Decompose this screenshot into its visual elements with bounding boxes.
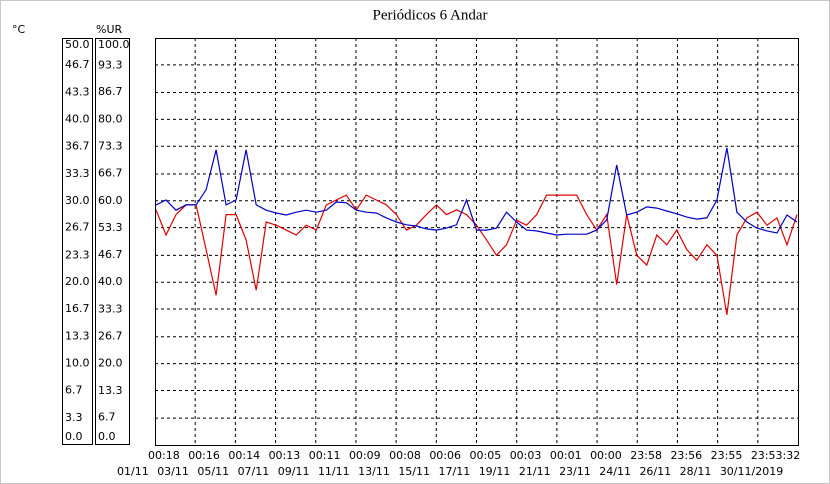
y-tick-label: 23.3: [65, 248, 90, 261]
x-date-label: 28/11: [680, 465, 712, 478]
y-tick-label: 40.0: [65, 112, 90, 125]
y2-tick-label: 80.0: [98, 112, 123, 125]
y2-tick-label: 6.7: [98, 411, 116, 424]
x-tick-label: 23:58: [630, 449, 662, 462]
x-tick-label: 00:03: [510, 449, 542, 462]
y-tick-label: 36.7: [65, 139, 90, 152]
x-date-label: 15/11: [398, 465, 430, 478]
x-tick-label: 23:53:32: [751, 449, 800, 462]
y2-tick-label: 93.3: [98, 58, 123, 71]
x-tick-label: 00:08: [389, 449, 421, 462]
series-line: [155, 194, 798, 315]
y2-tick-label: 53.3: [98, 221, 123, 234]
y2-tick-label: 0.0: [98, 430, 116, 443]
y-tick-label: 10.0: [65, 357, 90, 370]
x-date-label: 19/11: [479, 465, 511, 478]
x-date-label: 17/11: [439, 465, 471, 478]
series-line: [155, 147, 798, 236]
y2-tick-label: 60.0: [98, 194, 123, 207]
y2-axis-box: [95, 38, 130, 445]
x-date-label: 13/11: [358, 465, 390, 478]
x-tick-label: 00:13: [269, 449, 301, 462]
plot-border: [155, 38, 799, 446]
chart-title: Periódicos 6 Andar: [373, 7, 488, 23]
x-tick-label: 00:14: [228, 449, 260, 462]
y2-tick-label: 20.0: [98, 357, 123, 370]
y-tick-label: 30.0: [65, 194, 90, 207]
y-tick-label: 3.3: [65, 411, 83, 424]
x-tick-label: 00:18: [148, 449, 180, 462]
y-tick-label: 6.7: [65, 383, 83, 396]
y2-axis-unit: %UR: [96, 23, 123, 36]
y2-tick-label: 46.7: [98, 248, 123, 261]
y2-tick-label: 100.0: [98, 38, 130, 51]
x-date-label: 05/11: [197, 465, 229, 478]
y-tick-label: 16.7: [65, 302, 90, 315]
x-date-label: 03/11: [157, 465, 189, 478]
x-date-label: 07/11: [238, 465, 270, 478]
y2-tick-label: 73.3: [98, 140, 123, 153]
y2-tick-label: 40.0: [98, 275, 123, 288]
y2-tick-label: 26.7: [98, 329, 123, 342]
x-date-label: 11/11: [318, 465, 350, 478]
x-tick-label: 00:16: [188, 449, 220, 462]
y-tick-label: 46.7: [65, 58, 90, 71]
x-tick-label: 00:09: [349, 449, 381, 462]
x-date-label: 26/11: [639, 465, 671, 478]
y2-tick-label: 33.3: [98, 302, 123, 315]
y2-tick-label: 86.7: [98, 85, 123, 98]
y-tick-label: 13.3: [65, 330, 90, 343]
y-axis-box: [62, 38, 93, 445]
x-date-label: 01/11: [117, 465, 149, 478]
y-tick-label: 43.3: [65, 86, 90, 99]
x-date-label: 21/11: [519, 465, 551, 478]
y-tick-label: 33.3: [65, 167, 90, 180]
y2-tick-label: 13.3: [98, 384, 123, 397]
x-date-label: 09/11: [278, 465, 310, 478]
x-tick-label: 00:05: [470, 449, 502, 462]
x-tick-label: 00:06: [429, 449, 461, 462]
y-tick-label: 26.7: [65, 221, 90, 234]
y-axis-unit: °C: [12, 23, 26, 36]
y-tick-label: 50.0: [65, 38, 90, 51]
y-tick-label: 20.0: [65, 275, 90, 288]
y-tick-label: 0.0: [65, 430, 83, 443]
x-tick-label: 00:00: [590, 449, 622, 462]
x-date-label: 30/11/2019: [720, 465, 783, 478]
x-tick-label: 00:11: [309, 449, 341, 462]
x-date-label: 24/11: [599, 465, 631, 478]
x-tick-label: 23:56: [670, 449, 702, 462]
y2-tick-label: 66.7: [98, 167, 123, 180]
x-date-label: 23/11: [559, 465, 591, 478]
x-tick-label: 00:01: [550, 449, 582, 462]
x-tick-label: 23:55: [711, 449, 743, 462]
